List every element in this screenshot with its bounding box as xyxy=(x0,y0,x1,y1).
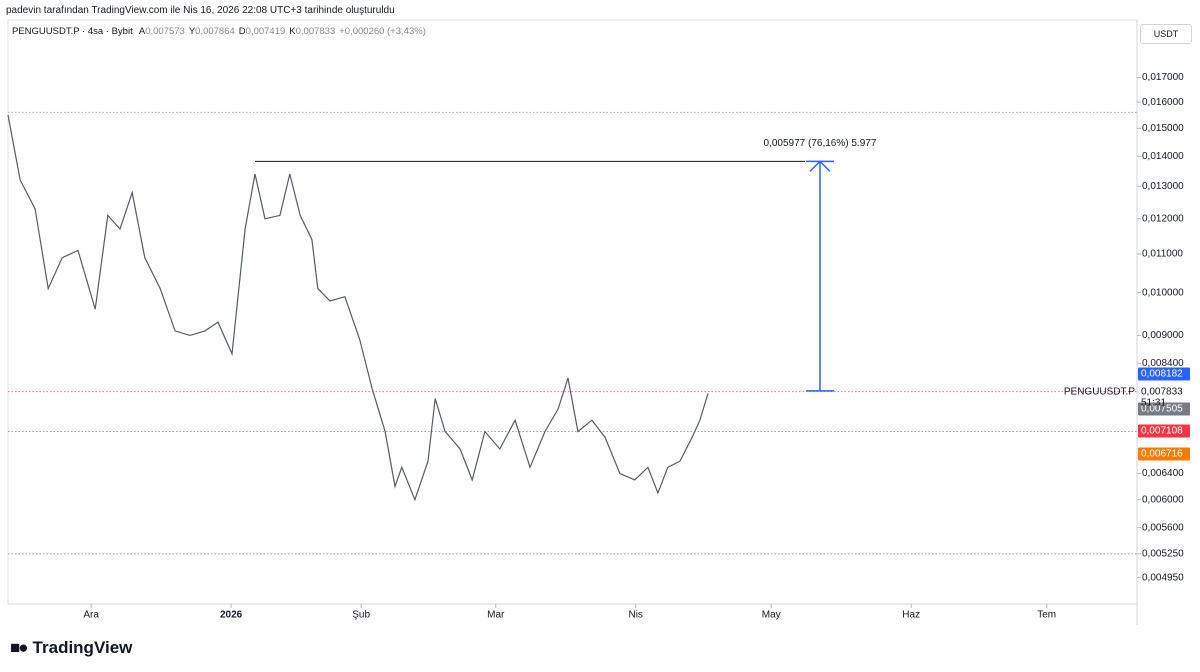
change: +0,000260 (+3,43%) xyxy=(339,26,426,37)
x-tick-label: Mar xyxy=(487,610,505,621)
y-tick-label: 0,011000 xyxy=(1142,249,1183,260)
x-tick-label: Ara xyxy=(83,610,99,621)
y-tick-label: 0,009000 xyxy=(1142,330,1184,341)
price-tag xyxy=(1138,424,1190,438)
legend: PENGUUSDT.P · 4sa · Bybit A0,007573 Y0,00… xyxy=(12,26,430,37)
currency-button[interactable]: USDT xyxy=(1140,24,1192,44)
ohlc-key: K xyxy=(289,26,296,37)
countdown: 51:31 xyxy=(1141,397,1166,408)
y-tick-label: 0,014000 xyxy=(1142,151,1184,162)
logo: ■● xyxy=(10,638,28,657)
y-tick-label: 0,008400 xyxy=(1142,358,1184,369)
y-tick-label: 0,005250 xyxy=(1142,548,1184,559)
y-tick-label: 0,017000 xyxy=(1142,72,1184,83)
ohlc-value: 0,007864 xyxy=(195,26,235,37)
y-tick-label: 0,006000 xyxy=(1142,494,1184,505)
price-tag xyxy=(1138,402,1190,416)
ohlc-value: 0,007573 xyxy=(145,26,185,37)
measure-label: 0,005977 (76,16%) 5.977 xyxy=(764,138,877,149)
x-tick-label: 2026 xyxy=(220,610,243,621)
plot-frame xyxy=(7,19,1138,605)
price-line xyxy=(7,114,709,502)
price-tag-label: 0,008182 xyxy=(1141,369,1183,380)
last-price-label: 0,007833 xyxy=(1141,386,1183,397)
brand-name: TradingView xyxy=(32,638,133,657)
x-tick-label: Şub xyxy=(352,610,370,621)
price-tag-label: 0,006716 xyxy=(1141,449,1183,460)
price-tag-label: 0,007505 xyxy=(1141,404,1183,415)
price-tag xyxy=(1138,447,1190,461)
y-tick-label: 0,012000 xyxy=(1142,213,1184,224)
ohlc-value: 0,007419 xyxy=(245,26,286,37)
ohlc-value: 0,007833 xyxy=(295,26,336,37)
y-tick-label: 0,015000 xyxy=(1142,123,1184,134)
y-tick-label: 0,006400 xyxy=(1142,468,1184,479)
ohlc-key: A xyxy=(138,26,146,37)
brand: ■● TradingView xyxy=(10,638,132,658)
x-tick-label: Nis xyxy=(628,610,642,621)
x-tick-label: Haz xyxy=(902,610,920,621)
ohlc-key: Y xyxy=(188,26,196,37)
last-price-symbol: PENGUUSDT.P xyxy=(1064,386,1135,397)
y-tick-label: 0,016000 xyxy=(1142,97,1184,108)
x-tick-label: May xyxy=(762,610,781,621)
caption: padevin tarafından TradingView.com ile N… xyxy=(6,5,395,16)
price-tag xyxy=(1138,367,1190,381)
symbol: PENGUUSDT.P · 4sa · Bybit xyxy=(12,26,133,37)
y-tick-label: 0,013000 xyxy=(1142,181,1184,192)
y-tick-label: 0,005600 xyxy=(1142,522,1184,533)
price-tag-label: 0,007108 xyxy=(1141,426,1183,437)
ohlc-key: D xyxy=(238,26,246,37)
x-tick-label: Tem xyxy=(1037,610,1056,621)
y-tick-label: 0,004950 xyxy=(1142,572,1184,583)
y-tick-label: 0,010000 xyxy=(1142,287,1184,298)
